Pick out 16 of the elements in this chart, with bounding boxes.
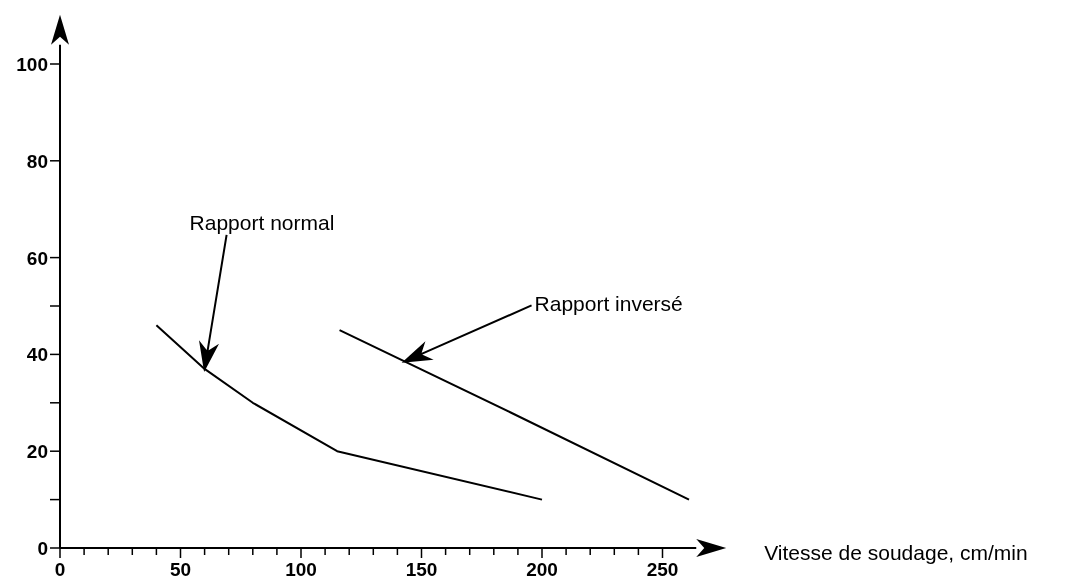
x-tick-label: 200 — [526, 559, 558, 580]
y-tick-label: 0 — [37, 538, 48, 559]
line-series — [155, 324, 543, 501]
x-axis-title: Vitesse de soudage, cm/min — [764, 541, 1028, 564]
text: Rapport normal — [189, 210, 335, 234]
x-tick-label: 0 — [54, 559, 66, 580]
x-tick-label: 150 — [405, 559, 438, 580]
x-tick-label: 50 — [169, 559, 192, 580]
y-tick-label: 20 — [26, 441, 48, 463]
text: Rapport inversé — [534, 292, 683, 316]
y-tick-label: 40 — [26, 344, 48, 366]
x-tick-label: 100 — [285, 559, 317, 580]
y-tick-label: 60 — [26, 247, 48, 269]
x-tick-label: 250 — [646, 559, 679, 580]
y-tick-label: 80 — [26, 150, 48, 172]
y-tick-label: 100 — [16, 54, 48, 75]
